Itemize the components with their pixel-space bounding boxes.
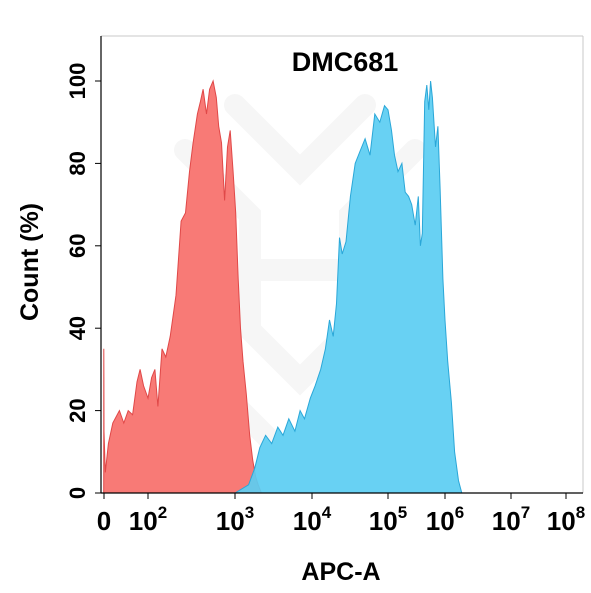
y-tick-label: 60	[65, 234, 90, 258]
y-axis-label: Count (%)	[16, 203, 44, 321]
y-tick-label: 40	[65, 316, 90, 340]
chart-title: DMC681	[292, 47, 399, 77]
x-axis-label: APC-A	[301, 558, 380, 586]
x-tick-label: 108	[547, 503, 585, 536]
x-tick-label: 105	[369, 503, 407, 536]
x-tick-label: 104	[293, 503, 332, 536]
x-tick-label: 107	[492, 503, 530, 536]
x-tick-label: 102	[129, 503, 167, 536]
y-tick-label: 80	[65, 151, 90, 175]
x-tick-label: 103	[216, 503, 254, 536]
y-tick-label: 0	[65, 487, 90, 499]
histogram-series-1	[103, 79, 263, 494]
y-tick-label: 20	[65, 398, 90, 422]
y-tick-label: 100	[65, 63, 90, 100]
histogram-series-2	[233, 80, 463, 494]
x-tick-label: 0	[97, 506, 111, 536]
histogram-series-layer	[103, 79, 463, 494]
x-ticks: 0 102 103 104 105 106 107 108	[97, 493, 585, 536]
x-tick-label: 106	[426, 503, 464, 536]
y-ticks: 0 20 40 60 80 100	[65, 63, 101, 499]
